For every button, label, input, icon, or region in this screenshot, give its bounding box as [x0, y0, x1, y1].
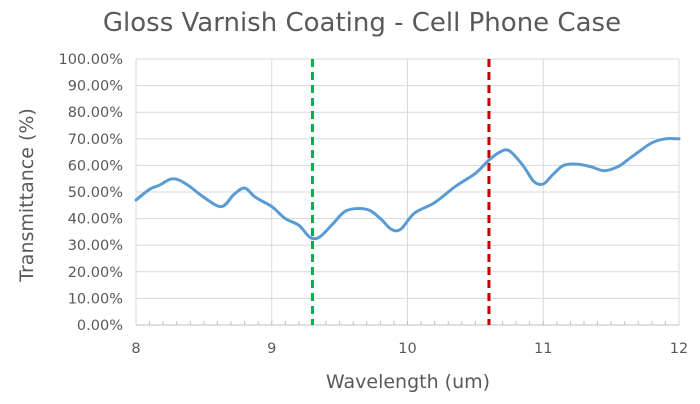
y-tick-labels: 0.00% 10.00% 20.00% 30.00% 40.00% 50.00% 60.00…: [58, 52, 123, 334]
y-tick-label-10: 100.00%: [58, 52, 123, 68]
chart-title: Gloss Varnish Coating - Cell Phone Case: [103, 8, 621, 38]
y-tick-label-1: 10.00%: [68, 291, 123, 307]
y-axis-title: Transmittance (%): [16, 108, 38, 283]
y-tick-label-0: 0.00%: [77, 318, 123, 334]
x-tick-label-2: 10: [398, 341, 416, 357]
y-tick-label-4: 40.00%: [68, 212, 123, 228]
gridlines: [135, 58, 680, 326]
x-axis-title: Wavelength (um): [326, 371, 490, 393]
x-tick-label-3: 11: [534, 341, 552, 357]
y-tick-label-5: 50.00%: [68, 185, 123, 201]
x-tick-label-0: 8: [131, 341, 140, 357]
series-layer: [134, 136, 681, 241]
x-tick-labels: 8 9 10 11 12: [131, 341, 688, 357]
reference-lines: [310, 59, 491, 325]
x-tick-label-4: 12: [670, 341, 688, 357]
y-tick-label-6: 60.00%: [68, 158, 123, 174]
y-tick-label-7: 70.00%: [68, 132, 123, 148]
y-tick-label-8: 80.00%: [68, 105, 123, 121]
series-line-0: [134, 136, 681, 241]
y-tick-label-2: 20.00%: [68, 265, 123, 281]
x-tick-label-1: 9: [267, 341, 276, 357]
y-tick-label-9: 90.00%: [68, 79, 123, 95]
y-tick-label-3: 30.00%: [68, 238, 123, 254]
x-minor-ticks: [149, 321, 666, 325]
